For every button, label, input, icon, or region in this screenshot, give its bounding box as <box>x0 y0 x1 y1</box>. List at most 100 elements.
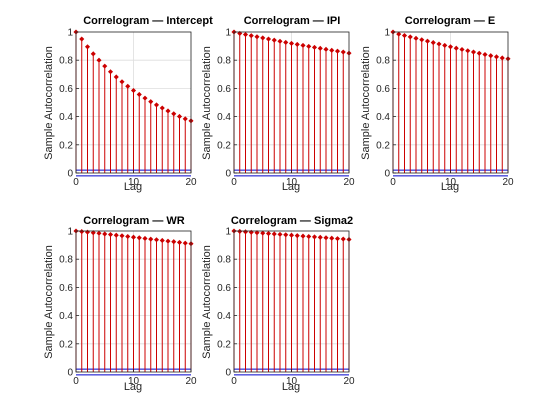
y-tick-label: 0.6 <box>59 84 73 95</box>
plot-area <box>231 228 352 376</box>
stem-marker <box>113 232 119 238</box>
plot-area <box>73 228 194 376</box>
stem-marker <box>153 237 160 243</box>
y-tick-label: 1 <box>67 227 73 238</box>
stem-marker <box>242 229 249 235</box>
y-tick-label: 0.8 <box>376 56 390 67</box>
stem-marker <box>171 239 177 245</box>
stem-marker <box>311 234 318 240</box>
y-tick-label: 0.4 <box>217 311 231 322</box>
stem-marker <box>107 69 114 75</box>
ticks: 00.20.40.60.810 10 20 <box>59 227 197 388</box>
y-tick-label: 0 <box>67 368 73 379</box>
x-tick-label: 0 <box>231 177 237 188</box>
y-tick-label: 0.6 <box>217 84 231 95</box>
stem-marker <box>283 232 289 238</box>
stem-marker <box>96 57 102 63</box>
stem-marker <box>107 231 114 238</box>
y-tick-label: 0.8 <box>59 255 73 266</box>
y-tick-label: 0.2 <box>217 339 231 350</box>
stem-marker <box>84 44 91 50</box>
x-tick-label: 0 <box>231 376 237 387</box>
x-tick-label: 10 <box>128 376 140 387</box>
y-axis-label: Sample Autocorrelation <box>201 46 213 160</box>
y-tick-label: 1 <box>384 28 390 39</box>
stem-marker <box>323 235 329 241</box>
y-tick-label: 0.8 <box>217 255 231 266</box>
stem-marker <box>300 233 306 239</box>
stem-marker <box>237 228 243 234</box>
stem-marker <box>148 236 154 242</box>
stem-marker <box>79 36 85 42</box>
x-tick-label: 0 <box>73 177 79 188</box>
x-axis-label: Lag <box>124 381 142 393</box>
stem-marker <box>142 235 148 242</box>
x-tick-label: 20 <box>185 376 197 387</box>
stem-marker <box>277 231 283 237</box>
stem-marker <box>130 234 137 240</box>
stem-marker <box>136 235 142 241</box>
stem-marker <box>102 63 108 69</box>
y-tick-label: 0.2 <box>376 140 390 151</box>
stem-marker <box>334 236 341 242</box>
x-axis-label: Lag <box>441 181 459 193</box>
stem-marker <box>136 91 142 98</box>
y-tick-label: 0.2 <box>59 339 73 350</box>
panel-title: Correlogram — IPI <box>244 15 341 27</box>
stem-marker <box>317 234 323 240</box>
y-tick-label: 0.4 <box>59 112 73 123</box>
x-tick-label: 10 <box>128 177 140 188</box>
y-tick-label: 0.6 <box>59 283 73 294</box>
stem-marker <box>176 239 183 245</box>
stem-marker <box>90 51 96 57</box>
y-tick-label: 0.8 <box>59 56 73 67</box>
panel-title: Correlogram — WR <box>83 215 185 227</box>
x-tick-label: 20 <box>343 177 355 188</box>
y-tick-label: 0.4 <box>217 112 231 123</box>
y-tick-label: 0 <box>225 368 231 379</box>
y-axis-label: Sample Autocorrelation <box>201 245 213 359</box>
correlogram-wr-panel: Correlogram — WR Lag Sample Autocorrelat… <box>43 215 197 393</box>
stem-marker <box>294 233 300 239</box>
stem-marker <box>340 236 346 242</box>
stem-marker <box>119 233 125 239</box>
x-tick-label: 0 <box>73 376 79 387</box>
stem-marker <box>102 231 108 237</box>
stem-marker <box>288 232 295 238</box>
y-tick-label: 1 <box>225 28 231 39</box>
x-tick-label: 20 <box>502 177 514 188</box>
x-tick-label: 0 <box>390 177 396 188</box>
stem-marker <box>159 237 165 243</box>
stem-series <box>231 228 352 372</box>
correlogram-e-panel: Correlogram — E Lag Sample Autocorrelati… <box>360 15 514 193</box>
stem-marker <box>171 111 177 117</box>
y-tick-label: 0.8 <box>217 56 231 67</box>
plot-area <box>73 29 194 177</box>
stem-marker <box>96 230 102 236</box>
stem-marker <box>125 83 131 89</box>
x-axis-label: Lag <box>282 181 300 193</box>
y-axis-label: Sample Autocorrelation <box>360 46 372 160</box>
y-tick-label: 0.6 <box>376 84 390 95</box>
ticks: 00.20.40.60.810 10 20 <box>217 28 355 189</box>
correlogram-sigma2-panel: Correlogram — Sigma2 Lag Sample Autocorr… <box>201 215 355 393</box>
ticks: 00.20.40.60.810 10 20 <box>59 28 197 189</box>
y-tick-label: 0.4 <box>376 112 390 123</box>
stem-marker <box>119 79 125 85</box>
plot-area <box>231 29 352 177</box>
y-tick-label: 1 <box>67 28 73 39</box>
stem-marker <box>165 238 171 244</box>
correlogram-ipi-panel: Correlogram — IPI Lag Sample Autocorrela… <box>201 15 355 193</box>
stem-marker <box>125 233 131 240</box>
y-tick-label: 0.4 <box>59 311 73 322</box>
x-tick-label: 20 <box>343 376 355 387</box>
y-axis-label: Sample Autocorrelation <box>43 46 55 160</box>
y-tick-label: 0.2 <box>217 140 231 151</box>
y-tick-label: 0 <box>384 169 390 180</box>
panel-title: Correlogram — Intercept <box>83 15 213 27</box>
x-tick-label: 20 <box>185 177 197 188</box>
x-axis-label: Lag <box>282 381 300 393</box>
stem-marker <box>90 230 96 236</box>
ticks: 00.20.40.60.810 10 20 <box>217 227 355 388</box>
